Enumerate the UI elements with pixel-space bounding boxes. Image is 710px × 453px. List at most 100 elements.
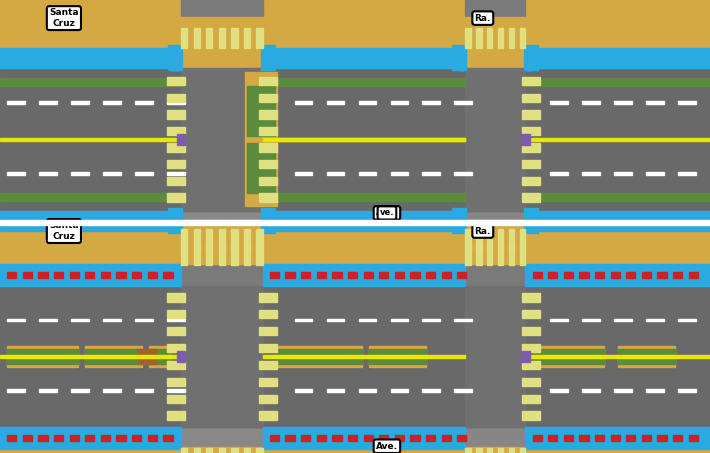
Bar <box>301 271 310 278</box>
Bar <box>564 271 573 278</box>
Bar <box>522 361 540 369</box>
Bar <box>582 319 600 322</box>
Bar <box>646 319 664 322</box>
Bar <box>646 101 664 104</box>
Bar <box>0 220 710 231</box>
Bar <box>167 160 185 169</box>
Bar <box>522 395 540 403</box>
Bar <box>285 271 295 278</box>
Bar <box>509 246 515 265</box>
Bar <box>167 172 185 175</box>
Bar <box>38 271 48 278</box>
Bar <box>295 389 312 391</box>
Bar <box>167 101 185 104</box>
Bar <box>525 211 710 231</box>
Bar <box>525 427 710 449</box>
Bar <box>285 435 295 441</box>
Bar <box>426 435 435 441</box>
Bar <box>167 378 185 386</box>
Bar <box>522 344 540 352</box>
Bar <box>525 264 710 286</box>
Bar <box>263 355 465 358</box>
Bar <box>426 271 435 278</box>
Bar <box>263 226 462 340</box>
Bar <box>259 127 277 135</box>
Bar <box>391 389 408 391</box>
Bar <box>327 389 344 391</box>
Bar <box>261 45 275 70</box>
Bar <box>317 435 326 441</box>
Bar <box>0 286 710 427</box>
Bar <box>135 172 153 175</box>
Bar <box>170 220 273 226</box>
Bar <box>642 435 651 441</box>
Bar <box>259 293 277 302</box>
Bar <box>39 101 57 104</box>
Bar <box>454 389 472 391</box>
Bar <box>135 319 153 322</box>
Bar <box>611 271 620 278</box>
Bar <box>522 293 540 302</box>
Bar <box>525 193 710 201</box>
Bar <box>369 346 426 367</box>
Bar <box>167 395 185 403</box>
Bar <box>614 389 632 391</box>
Bar <box>521 351 530 362</box>
Bar <box>263 340 462 453</box>
Bar <box>244 28 250 48</box>
Bar <box>103 172 121 175</box>
Bar <box>348 271 357 278</box>
Bar <box>487 229 493 249</box>
Bar <box>259 310 277 318</box>
Bar <box>548 271 557 278</box>
Bar <box>71 172 89 175</box>
Bar <box>364 435 373 441</box>
Bar <box>465 286 525 427</box>
Bar <box>454 172 472 175</box>
Bar <box>244 229 250 249</box>
Bar <box>7 346 78 367</box>
Bar <box>39 389 57 391</box>
Bar <box>498 229 503 249</box>
Bar <box>0 0 99 220</box>
Bar <box>509 229 515 249</box>
Bar <box>522 127 540 135</box>
Bar <box>454 101 472 104</box>
Bar <box>167 310 185 318</box>
Bar <box>301 435 310 441</box>
Bar <box>263 427 465 449</box>
Bar <box>231 246 238 265</box>
Bar <box>103 319 121 322</box>
Bar <box>0 225 710 264</box>
Bar <box>263 138 465 140</box>
Bar <box>219 229 225 249</box>
Bar <box>206 448 212 453</box>
Bar <box>206 28 212 48</box>
Bar <box>39 319 57 322</box>
Bar <box>524 45 538 70</box>
Bar <box>263 136 320 220</box>
Bar <box>181 286 263 427</box>
Bar <box>85 349 142 364</box>
Bar <box>194 246 200 265</box>
Bar <box>270 435 279 441</box>
Bar <box>509 28 515 48</box>
Bar <box>167 319 185 322</box>
Bar <box>263 48 465 68</box>
Bar <box>525 78 710 86</box>
Bar <box>678 389 696 391</box>
Bar <box>244 246 250 265</box>
Bar <box>0 0 710 48</box>
Bar <box>0 48 181 68</box>
Bar <box>194 229 200 249</box>
Bar <box>522 378 540 386</box>
Bar <box>7 172 25 175</box>
Bar <box>348 435 357 441</box>
Bar <box>626 435 635 441</box>
Bar <box>0 138 181 140</box>
Bar <box>259 361 277 369</box>
Bar <box>452 208 466 233</box>
Bar <box>70 271 79 278</box>
Bar <box>99 226 178 453</box>
Bar <box>646 389 664 391</box>
